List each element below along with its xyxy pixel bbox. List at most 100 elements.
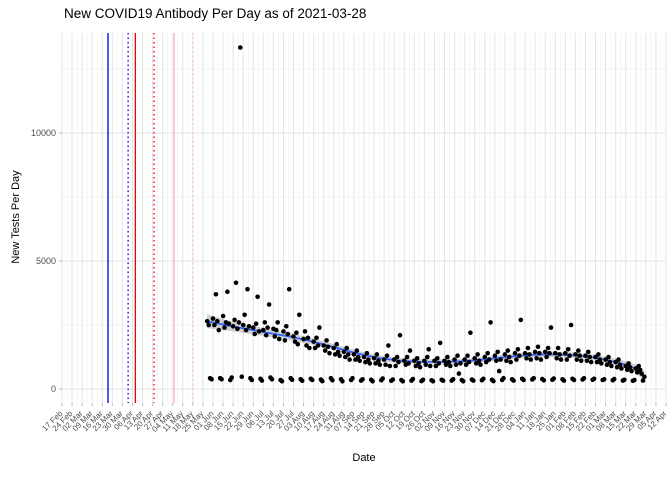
data-point (586, 349, 591, 355)
data-point (213, 292, 219, 297)
data-point (215, 318, 220, 324)
data-point (561, 378, 567, 383)
data-point (321, 343, 327, 348)
data-point (281, 329, 286, 334)
data-point (639, 371, 644, 376)
data-point (393, 363, 398, 369)
data-point (446, 359, 452, 365)
data-point (255, 294, 260, 300)
data-point (383, 362, 388, 368)
data-point (206, 322, 211, 328)
data-point (542, 349, 548, 355)
data-point (351, 352, 357, 357)
data-point (636, 363, 641, 369)
data-point (236, 320, 242, 325)
data-point (426, 347, 432, 352)
data-point (322, 348, 328, 353)
data-point (455, 353, 460, 359)
data-point (320, 378, 325, 384)
data-point (404, 354, 410, 360)
data-point (522, 350, 528, 356)
data-point (366, 357, 371, 362)
data-point (629, 368, 634, 374)
data-point (491, 378, 496, 384)
data-point (341, 349, 347, 355)
data-point (233, 280, 239, 286)
data-point (565, 347, 571, 352)
y-tick-label: 0 (51, 384, 56, 394)
data-point (219, 377, 224, 382)
data-point (416, 361, 421, 366)
data-point (462, 357, 468, 362)
data-point (574, 357, 580, 362)
data-point (220, 313, 226, 319)
data-point (261, 327, 266, 333)
data-point (386, 343, 391, 348)
data-point (374, 352, 380, 357)
data-point (466, 359, 472, 365)
data-point (531, 375, 536, 381)
data-point (414, 356, 420, 361)
data-point (360, 377, 365, 382)
data-point (584, 358, 590, 364)
data-point (568, 322, 574, 328)
data-point (423, 362, 429, 368)
data-point (525, 345, 531, 351)
data-point (448, 363, 453, 369)
data-point (297, 312, 302, 318)
data-point (599, 361, 604, 366)
data-point (436, 361, 442, 366)
data-point (511, 378, 516, 383)
data-point (440, 378, 446, 384)
data-point (571, 377, 577, 383)
data-point (314, 335, 319, 341)
data-point (230, 324, 236, 329)
data-point (524, 356, 529, 361)
data-point (505, 348, 511, 353)
data-point (263, 332, 269, 338)
data-point (317, 325, 322, 330)
data-point (458, 361, 463, 366)
data-point (425, 354, 430, 360)
data-point (390, 377, 396, 382)
data-point (476, 358, 482, 364)
data-point (545, 345, 551, 351)
data-point (564, 357, 570, 362)
data-point (269, 377, 275, 382)
data-point (551, 376, 557, 381)
data-point (514, 357, 519, 362)
data-point (601, 377, 607, 382)
data-point (578, 358, 584, 364)
data-point (340, 379, 345, 384)
data-point (437, 340, 443, 346)
data-point (400, 379, 406, 384)
data-point (515, 347, 521, 352)
data-point (518, 317, 524, 323)
data-point (472, 356, 478, 361)
data-point (577, 353, 582, 359)
data-point (468, 330, 473, 336)
data-point (502, 352, 508, 357)
data-point (417, 364, 423, 370)
data-point (357, 358, 363, 364)
data-point (420, 377, 426, 383)
data-point (259, 378, 265, 383)
data-point (282, 338, 288, 343)
data-point (242, 312, 247, 318)
data-point (294, 330, 299, 336)
data-point (453, 362, 459, 368)
data-point (452, 357, 457, 362)
data-point (279, 379, 285, 384)
data-point (430, 379, 436, 384)
data-point (548, 325, 554, 330)
data-point (370, 379, 375, 384)
data-point (619, 366, 624, 371)
data-point (475, 352, 480, 357)
data-point (361, 354, 367, 360)
data-point (534, 356, 539, 361)
data-point (637, 367, 643, 373)
data-point (591, 376, 597, 382)
data-point (284, 324, 289, 329)
data-point (537, 350, 542, 356)
